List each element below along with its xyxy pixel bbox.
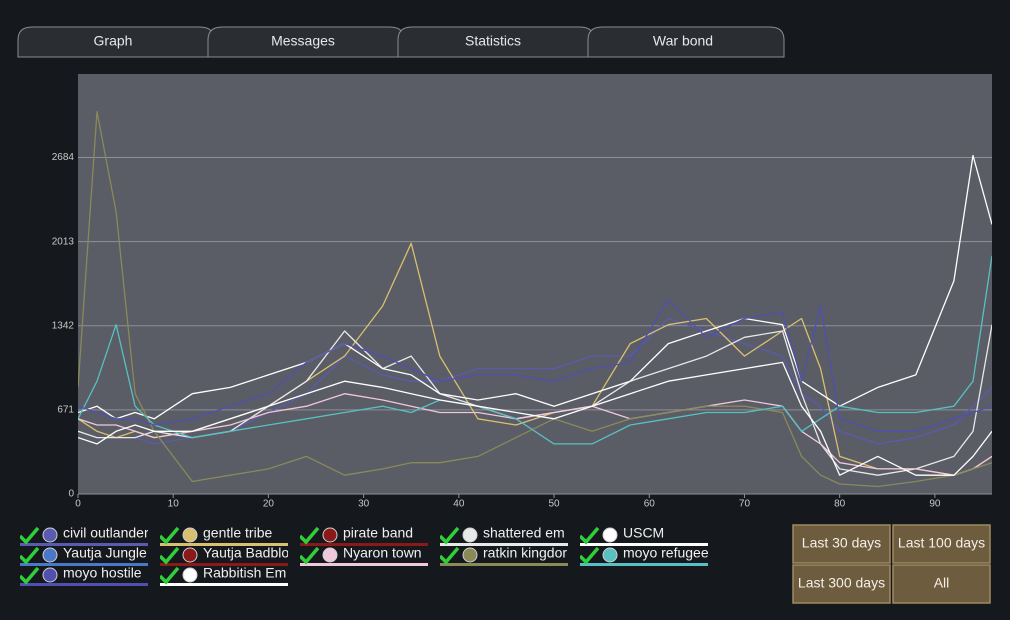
legend-item[interactable]: Yautja Jungle <box>20 545 148 566</box>
range-button[interactable] <box>892 564 991 604</box>
legend-checkbox[interactable] <box>300 546 320 565</box>
legend-checkbox[interactable] <box>160 566 180 585</box>
range-button[interactable] <box>792 564 891 604</box>
legend-swatch <box>160 543 288 546</box>
series-line <box>78 361 992 476</box>
faction-icon <box>462 547 478 563</box>
faction-icon <box>322 547 338 563</box>
legend-checkbox[interactable] <box>300 526 320 545</box>
legend-label: moyo hostile <box>63 565 142 581</box>
plot-lines <box>78 110 992 488</box>
legend-label: Yautja Jungle <box>63 545 147 561</box>
x-tick-label: 40 <box>453 499 465 510</box>
faction-icon <box>42 567 58 583</box>
faction-icon <box>182 567 198 583</box>
legend-label: Yautja Badblo <box>203 545 289 561</box>
legend-swatch <box>300 543 428 546</box>
legend-checkbox[interactable] <box>580 546 600 565</box>
series-line <box>78 299 992 432</box>
range-button[interactable] <box>792 524 891 564</box>
range-button[interactable] <box>892 524 991 564</box>
legend-swatch <box>20 583 148 586</box>
range-button-label[interactable]: Last 100 days <box>898 535 985 551</box>
legend-swatch <box>160 563 288 566</box>
legend-label: shattered em <box>483 525 565 541</box>
tab[interactable] <box>587 26 785 58</box>
plot-area <box>78 74 992 494</box>
legend-label: Rabbitish Em <box>203 565 286 581</box>
legend-label: civil outlander <box>63 525 149 541</box>
legend-checkbox[interactable] <box>20 526 40 545</box>
legend-swatch <box>440 543 568 546</box>
x-tick-label: 90 <box>929 499 941 510</box>
legend-label: USCM <box>623 525 664 541</box>
tab-label[interactable]: Graph <box>94 33 133 49</box>
legend-item[interactable]: civil outlander <box>20 525 149 546</box>
legend-swatch <box>580 563 708 566</box>
legend-swatch <box>160 583 288 586</box>
legend-label: pirate band <box>343 525 413 541</box>
y-tick-label: 2684 <box>52 152 75 163</box>
legend-swatch <box>440 563 568 566</box>
faction-icon <box>602 527 618 543</box>
legend-swatch <box>20 563 148 566</box>
legend-checkbox[interactable] <box>580 526 600 545</box>
legend-item[interactable]: pirate band <box>300 525 428 546</box>
x-tick-label: 20 <box>263 499 275 510</box>
faction-icon <box>42 547 58 563</box>
legend-swatch <box>300 563 428 566</box>
legend-item[interactable]: Rabbitish Em <box>160 565 288 586</box>
range-button-label[interactable]: All <box>934 575 950 591</box>
tab-label[interactable]: Messages <box>271 33 335 49</box>
faction-icon <box>42 527 58 543</box>
tab-label[interactable]: War bond <box>653 33 713 49</box>
y-tick-label: 1342 <box>52 320 75 331</box>
x-tick-label: 70 <box>739 499 751 510</box>
legend-item[interactable]: Nyaron town <box>300 545 428 566</box>
tab-label[interactable]: Statistics <box>465 33 521 49</box>
legend-item[interactable]: gentle tribe <box>160 525 288 546</box>
legend-item[interactable]: moyo hostile <box>20 565 148 586</box>
y-tick-label: 671 <box>57 405 74 416</box>
legend-checkbox[interactable] <box>160 526 180 545</box>
legend-checkbox[interactable] <box>20 546 40 565</box>
legend-checkbox[interactable] <box>440 526 460 545</box>
legend-item[interactable]: ratkin kingdor <box>440 545 568 566</box>
range-button-label[interactable]: Last 30 days <box>802 535 881 551</box>
series-line <box>78 154 992 420</box>
series-line <box>78 110 992 488</box>
legend-label: Nyaron town <box>343 545 422 561</box>
x-tick-label: 80 <box>834 499 846 510</box>
series-line <box>78 317 992 445</box>
legend-item[interactable]: shattered em <box>440 525 568 546</box>
legend-checkbox[interactable] <box>440 546 460 565</box>
x-tick-label: 30 <box>358 499 370 510</box>
x-tick-label: 50 <box>548 499 560 510</box>
x-tick-label: 0 <box>75 499 81 510</box>
x-tick-label: 10 <box>168 499 180 510</box>
legend-swatch <box>20 543 148 546</box>
legend-swatch <box>580 543 708 546</box>
range-button-label[interactable]: Last 300 days <box>798 575 885 591</box>
legend-item[interactable]: Yautja Badblo <box>160 545 289 566</box>
x-tick-label: 60 <box>644 499 656 510</box>
legend-label: ratkin kingdor <box>483 545 567 561</box>
legend-item[interactable]: USCM <box>580 525 708 546</box>
legend-label: moyo refugee <box>623 545 709 561</box>
legend-checkbox[interactable] <box>20 566 40 585</box>
faction-icon <box>322 527 338 543</box>
legend-label: gentle tribe <box>203 525 272 541</box>
faction-icon <box>182 527 198 543</box>
legend-item[interactable]: moyo refugee <box>580 545 709 566</box>
y-tick-label: 0 <box>68 489 74 500</box>
faction-icon <box>462 527 478 543</box>
faction-icon <box>182 547 198 563</box>
y-tick-label: 2013 <box>52 236 75 247</box>
faction-icon <box>602 547 618 563</box>
legend-checkbox[interactable] <box>160 546 180 565</box>
series-line <box>78 255 992 445</box>
